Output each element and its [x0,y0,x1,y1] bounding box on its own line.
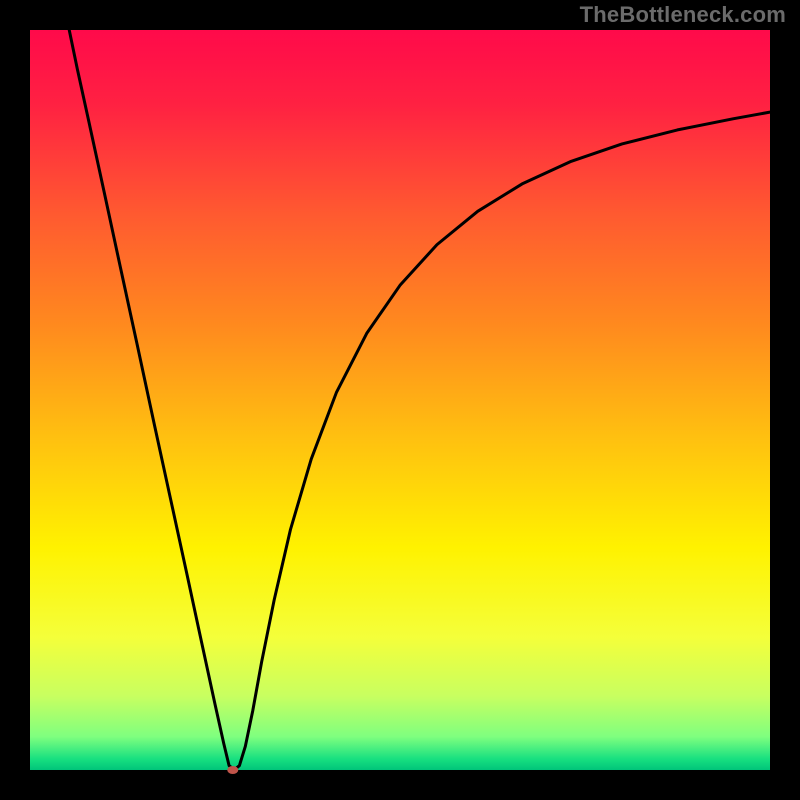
bottleneck-chart [0,0,800,800]
chart-frame: TheBottleneck.com [0,0,800,800]
